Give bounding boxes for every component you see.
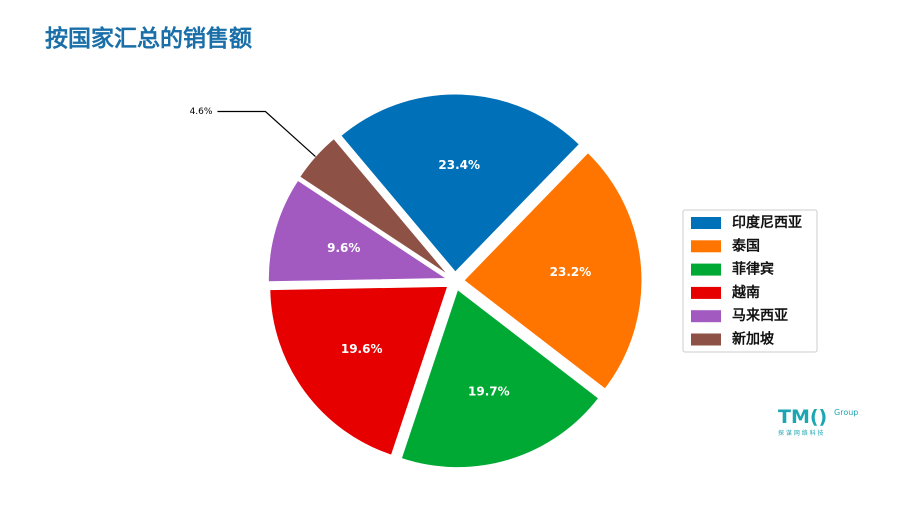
legend-swatch	[691, 286, 721, 299]
slice-label: 19.7%	[468, 384, 510, 398]
pie-slice	[299, 137, 449, 276]
logo-subtitle: 探 谋 网 络 科 技	[778, 429, 824, 437]
slice-label: 4.6%	[190, 107, 213, 117]
legend-label: 菲律宾	[732, 261, 774, 278]
legend-label: 越南	[731, 284, 760, 301]
legend-label: 新加坡	[732, 331, 775, 348]
slice-label: 23.4%	[438, 158, 480, 172]
pie-slice	[269, 285, 449, 456]
legend-swatch	[691, 310, 721, 323]
slice-label: 19.6%	[341, 342, 383, 356]
legend-swatch	[691, 263, 721, 276]
pie-slice	[340, 93, 581, 273]
logo-mark: TM()	[778, 406, 827, 428]
legend-swatch	[691, 240, 721, 253]
slice-label: 23.2%	[550, 265, 592, 279]
leader-line	[217, 110, 316, 157]
logo-group: Group	[834, 408, 858, 417]
legend-label: 马来西亚	[732, 308, 788, 324]
legend-label: 泰国	[731, 237, 760, 254]
legend-swatch	[691, 217, 721, 229]
pie-slice	[463, 151, 643, 390]
chart-title: 按国家汇总的销售额	[45, 25, 252, 52]
pie-slice	[267, 179, 448, 283]
pie-slice	[400, 288, 600, 469]
slice-label: 9.6%	[327, 241, 360, 255]
legend-label: 印度尼西亚	[732, 214, 802, 231]
legend-swatch	[691, 333, 721, 346]
